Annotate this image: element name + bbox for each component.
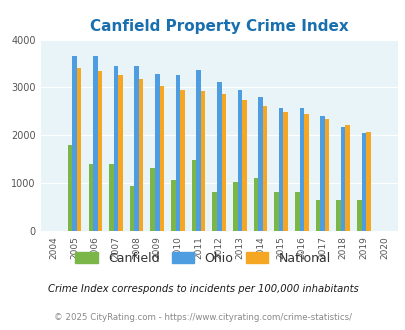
Bar [155,74,159,231]
Bar [262,106,267,231]
Bar [320,116,324,231]
Bar [340,127,345,231]
Bar [315,200,320,231]
Bar [324,118,328,231]
Bar [113,66,118,231]
Bar [258,97,262,231]
Bar [109,164,113,231]
Text: Crime Index corresponds to incidents per 100,000 inhabitants: Crime Index corresponds to incidents per… [47,284,358,294]
Bar [171,180,175,231]
Bar [212,192,216,231]
Bar [356,200,360,231]
Bar [303,114,308,231]
Bar [118,75,122,231]
Bar [232,182,237,231]
Bar [191,160,196,231]
Bar [88,164,93,231]
Bar [180,90,184,231]
Bar [237,90,241,231]
Bar [134,66,139,231]
Bar [200,91,205,231]
Bar [72,56,77,231]
Bar [77,68,81,231]
Text: © 2025 CityRating.com - https://www.cityrating.com/crime-statistics/: © 2025 CityRating.com - https://www.city… [54,313,351,322]
Bar [216,82,221,231]
Bar [253,178,258,231]
Bar [139,79,143,231]
Bar [150,168,155,231]
Bar [294,192,299,231]
Bar [221,94,226,231]
Bar [241,100,246,231]
Bar [274,192,278,231]
Bar [130,185,134,231]
Bar [365,132,370,231]
Bar [97,71,102,231]
Legend: Canfield, Ohio, National: Canfield, Ohio, National [70,247,335,270]
Bar [196,70,200,231]
Title: Canfield Property Crime Index: Canfield Property Crime Index [90,19,348,34]
Bar [278,108,283,231]
Bar [345,125,349,231]
Bar [68,145,72,231]
Bar [299,108,303,231]
Bar [159,85,164,231]
Bar [360,133,365,231]
Bar [175,75,180,231]
Bar [335,200,340,231]
Bar [283,112,287,231]
Bar [93,56,97,231]
